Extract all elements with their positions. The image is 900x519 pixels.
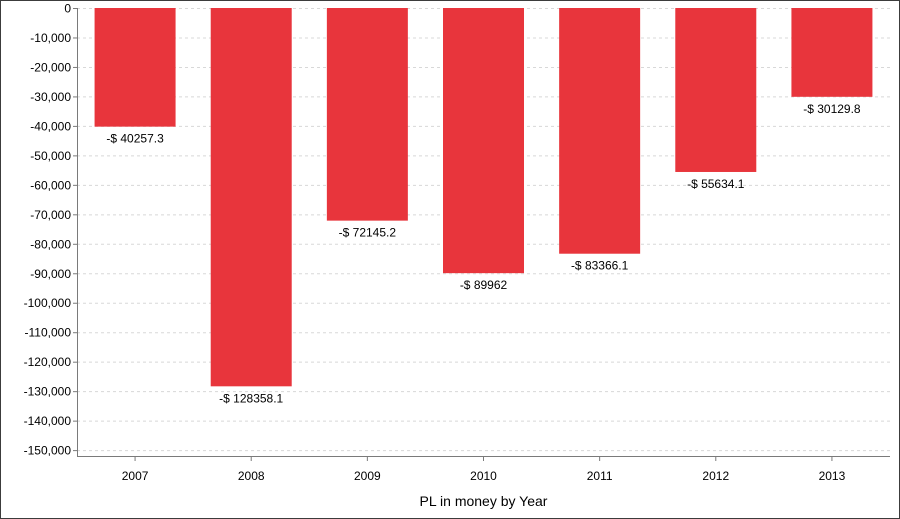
y-tick-label: -30,000 <box>30 90 71 104</box>
y-tick-labels: 0 -10,000 -20,000 -30,000 -40,000 -50,000 -60,… <box>24 2 77 458</box>
x-tick-label-2009: 2009 <box>354 469 381 483</box>
x-tick-labels: 2007 2008 2009 2010 2011 2012 2013 <box>122 456 846 483</box>
bar-2013 <box>791 8 873 97</box>
y-tick-label: -150,000 <box>24 444 72 458</box>
bars <box>94 8 873 387</box>
data-label-2010: -$ 89962 <box>460 278 508 292</box>
data-labels: -$ 40257.3 -$ 128358.1 -$ 72145.2 -$ 89962 -… <box>106 102 861 406</box>
y-tick-label: -40,000 <box>30 119 71 133</box>
y-tick-label: -120,000 <box>24 355 72 369</box>
y-tick-label: -50,000 <box>30 149 71 163</box>
data-label-2011: -$ 83366.1 <box>571 259 629 273</box>
y-tick-label: -80,000 <box>30 237 71 251</box>
bar-2007 <box>94 8 176 127</box>
y-tick-label: -90,000 <box>30 267 71 281</box>
y-tick-label: 0 <box>64 2 71 16</box>
y-tick-label: -100,000 <box>24 296 72 310</box>
x-tick-label-2011: 2011 <box>587 469 613 483</box>
data-label-2008: -$ 128358.1 <box>219 391 283 405</box>
x-tick-label-2008: 2008 <box>238 469 265 483</box>
y-tick-label: -20,000 <box>30 60 71 74</box>
x-tick-label-2012: 2012 <box>702 469 729 483</box>
bar-2008 <box>210 8 292 387</box>
y-tick-label: -110,000 <box>25 326 72 340</box>
x-axis-title: PL in money by Year <box>420 493 548 509</box>
x-tick-label-2007: 2007 <box>122 469 149 483</box>
bar-2012 <box>675 8 757 172</box>
data-label-2013: -$ 30129.8 <box>803 102 861 116</box>
y-tick-label: -10,000 <box>30 31 71 45</box>
y-tick-label: -140,000 <box>24 414 72 428</box>
x-tick-label-2013: 2013 <box>819 469 846 483</box>
y-tick-label: -70,000 <box>30 208 71 222</box>
data-label-2007: -$ 40257.3 <box>106 132 164 146</box>
y-tick-label: -60,000 <box>30 178 71 192</box>
bar-2009 <box>326 8 408 221</box>
bar-2011 <box>559 8 641 254</box>
x-tick-label-2010: 2010 <box>470 469 497 483</box>
y-tick-label: -130,000 <box>24 385 72 399</box>
data-label-2009: -$ 72145.2 <box>339 226 397 240</box>
data-label-2012: -$ 55634.1 <box>687 177 745 191</box>
bar-2010 <box>443 8 524 274</box>
